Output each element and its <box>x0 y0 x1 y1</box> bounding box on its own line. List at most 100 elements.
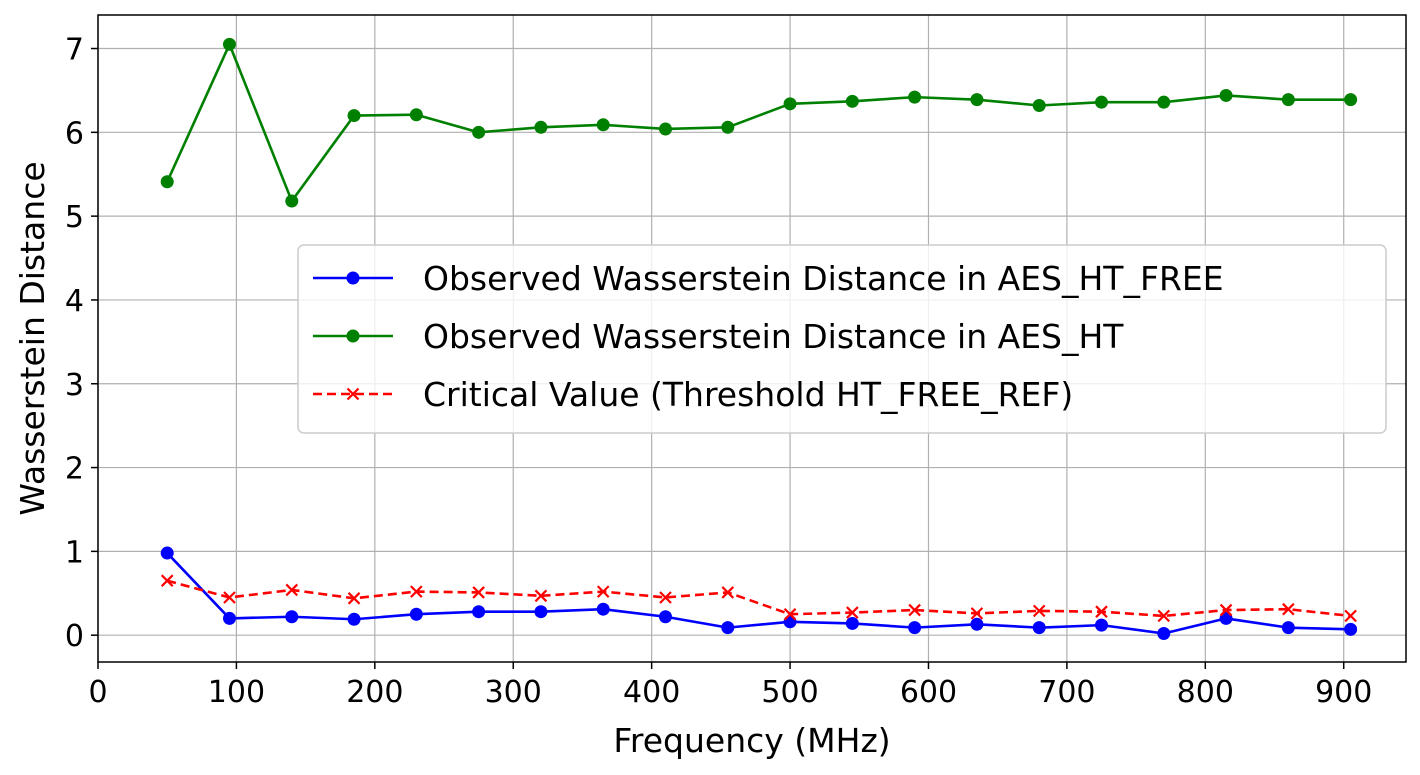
data-point <box>721 586 735 599</box>
series-line <box>166 43 1351 203</box>
data-point <box>1157 609 1171 623</box>
data-point <box>410 585 423 598</box>
data-point <box>1032 604 1046 618</box>
y-tick-label: 5 <box>65 200 84 235</box>
plot-frame <box>97 14 1407 663</box>
data-point <box>347 592 361 605</box>
series-2 <box>160 37 1358 208</box>
data-point <box>596 118 610 132</box>
data-point <box>1094 95 1108 109</box>
data-point <box>783 615 797 629</box>
y-tick-label: 4 <box>65 284 84 319</box>
data-point <box>1094 618 1108 632</box>
data-point <box>659 591 672 604</box>
y-tick-label: 7 <box>65 33 84 68</box>
data-point <box>1032 621 1046 635</box>
legend-box <box>297 244 1387 434</box>
data-point <box>285 583 299 597</box>
data-point <box>347 612 361 626</box>
data-point <box>1219 603 1233 617</box>
data-point <box>1344 622 1358 636</box>
x-tick-label: 500 <box>761 675 818 710</box>
series-3 <box>160 574 1357 623</box>
data-point <box>1032 99 1046 113</box>
x-axis-label: Frequency (MHz) <box>613 721 890 760</box>
data-point <box>783 607 797 621</box>
data-point <box>534 589 548 603</box>
series-line <box>166 552 1351 635</box>
series-layer <box>160 37 1358 641</box>
data-point <box>970 607 984 620</box>
legend-entry: Critical Value (Threshold HT_FREE_REF) <box>313 375 1073 414</box>
y-tick-label: 6 <box>65 116 84 151</box>
y-tick-label: 1 <box>65 535 84 570</box>
y-tick-label: 0 <box>65 619 84 654</box>
legend-label: Critical Value (Threshold HT_FREE_REF) <box>423 375 1073 414</box>
data-point <box>472 586 485 599</box>
axis-ticks: 0 100 200 300 400 500 600 700 800 900 0 1 2 3 4 5 6 7 <box>65 33 1372 710</box>
data-point <box>1219 611 1233 625</box>
data-point <box>534 120 548 134</box>
x-tick-label: 600 <box>900 675 957 710</box>
data-point <box>783 97 797 111</box>
data-point <box>160 546 174 560</box>
data-point <box>658 610 672 624</box>
data-point <box>1157 627 1171 641</box>
x-tick-label: 0 <box>88 675 107 710</box>
series-1 <box>160 546 1358 641</box>
legend-entry: Observed Wasserstein Distance in AES_HT_… <box>313 259 1224 298</box>
data-point <box>222 37 236 51</box>
data-point <box>596 602 610 616</box>
y-tick-label: 2 <box>65 452 84 487</box>
legend-marker <box>346 329 360 343</box>
y-axis-label: Wasserstein Distance <box>13 161 52 515</box>
x-tick-label: 400 <box>623 675 680 710</box>
data-point <box>846 606 859 619</box>
data-point <box>347 109 361 123</box>
data-point <box>970 617 984 631</box>
x-tick-label: 300 <box>485 675 542 710</box>
data-point <box>472 125 486 139</box>
data-point <box>1095 605 1108 618</box>
data-point <box>1219 88 1233 102</box>
data-point <box>908 90 922 104</box>
legend: Observed Wasserstein Distance in AES_HT_… <box>297 244 1387 434</box>
x-tick-label: 100 <box>208 675 265 710</box>
data-point <box>970 93 984 107</box>
legend-entry: Observed Wasserstein Distance in AES_HT <box>313 317 1124 356</box>
data-point <box>285 610 299 624</box>
y-tick-label: 3 <box>65 368 84 403</box>
data-point <box>160 574 174 587</box>
data-point <box>1282 602 1295 616</box>
data-point <box>222 611 236 625</box>
data-point <box>908 621 922 635</box>
data-point <box>596 585 610 598</box>
data-point <box>472 605 486 619</box>
x-tick-label: 700 <box>1038 675 1095 710</box>
x-tick-label: 200 <box>346 675 403 710</box>
data-point <box>1281 93 1295 107</box>
data-point <box>534 605 548 619</box>
legend-marker <box>346 387 360 401</box>
x-tick-label: 900 <box>1315 675 1372 710</box>
data-point <box>721 621 735 635</box>
series-line <box>166 579 1351 618</box>
data-point <box>658 122 672 136</box>
data-point <box>845 616 859 630</box>
legend-label: Observed Wasserstein Distance in AES_HT_… <box>423 259 1224 298</box>
data-point <box>1344 609 1357 623</box>
data-point <box>1157 95 1171 109</box>
data-point <box>409 607 423 621</box>
data-point <box>285 194 299 208</box>
x-tick-label: 800 <box>1177 675 1234 710</box>
data-point <box>223 591 236 604</box>
legend-label: Observed Wasserstein Distance in AES_HT <box>423 317 1124 356</box>
data-point <box>1281 621 1295 635</box>
data-point <box>409 108 423 122</box>
data-point <box>160 175 174 189</box>
data-point <box>721 120 735 134</box>
legend-marker <box>346 271 360 285</box>
data-point <box>845 94 859 108</box>
data-point <box>1344 93 1358 107</box>
